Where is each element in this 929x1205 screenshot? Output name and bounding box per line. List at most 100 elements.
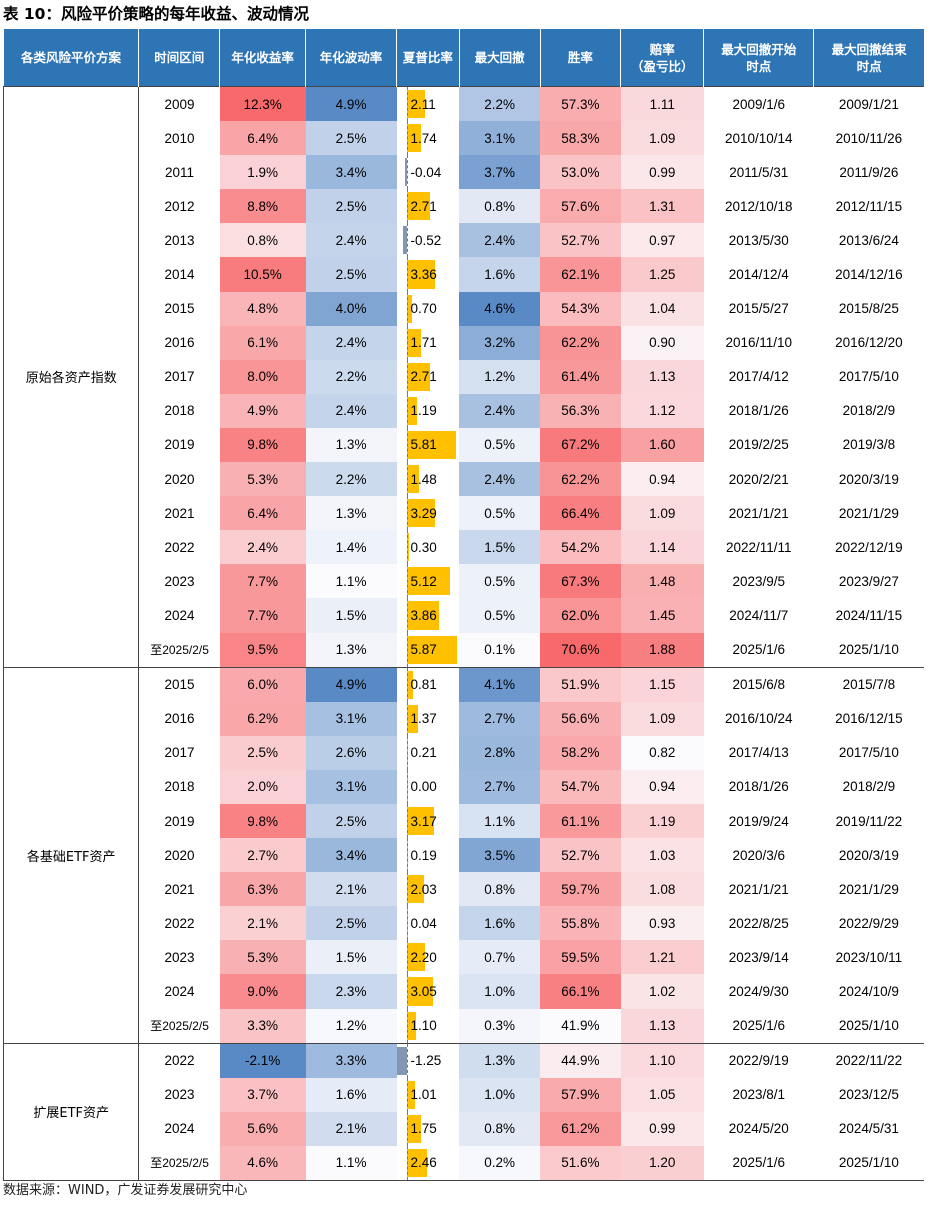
sharpe-cell: 2.20: [397, 940, 460, 975]
annual-volatility-cell: 2.5%: [305, 803, 397, 839]
drawdown-end-cell: 2022/12/19: [835, 539, 903, 555]
annual-volatility-cell: 2.4%: [305, 223, 397, 258]
annual-return-cell: 8.8%: [219, 189, 306, 224]
group-label: 扩展ETF资产: [2, 1042, 140, 1182]
table-title: 表 10：风险平价策略的每年收益、波动情况: [3, 5, 309, 23]
drawdown-end-cell: 2021/1/29: [838, 881, 899, 897]
drawdown-end-cell: 2024/11/15: [835, 607, 903, 623]
annual-return-cell: 6.2%: [219, 701, 306, 736]
drawdown-end-cell: 2017/5/10: [838, 745, 899, 761]
period-cell: 2021: [164, 881, 195, 897]
data-source-note: 数据来源：WIND，广发证券发展研究中心: [3, 1183, 248, 1198]
sharpe-value: 2.71: [410, 369, 437, 385]
period-cell: 2023: [164, 1087, 195, 1103]
annual-volatility-cell: 2.1%: [305, 1111, 397, 1146]
drawdown-end-cell: 2009/1/21: [813, 86, 924, 122]
max-drawdown-cell: 1.3%: [459, 1042, 540, 1078]
max-drawdown-cell: 0.5%: [459, 598, 540, 633]
period-cell: 2022: [138, 1042, 220, 1078]
win-rate-cell: 44.9%: [540, 1042, 621, 1078]
table-row: 2024 7.7% 1.5% 3.86 0.5% 62.0% 1.45 2024/11/7 20…: [4, 598, 925, 633]
drawdown-end-cell: 2024/10/9: [838, 983, 899, 999]
sharpe-axis: [406, 291, 408, 326]
drawdown-start-cell: 2025/1/6: [732, 1018, 786, 1034]
odds-cell: 1.19: [620, 803, 704, 839]
sharpe-cell: 1.01: [397, 1077, 460, 1112]
annual-volatility-cell: 2.3%: [305, 974, 397, 1009]
sharpe-bar: [406, 362, 430, 391]
table-row: 2014 10.5% 2.5% 3.36 1.6% 62.1% 1.25 2014/12/4 2…: [4, 257, 925, 292]
sharpe-bar: [406, 90, 425, 119]
drawdown-end-cell: 2015/7/8: [813, 666, 924, 702]
period-cell: 2024: [164, 1121, 195, 1137]
win-rate-cell: 70.6%: [540, 632, 621, 668]
odds-cell: 1.60: [620, 427, 704, 463]
table-row: 2018 4.9% 2.4% 1.19 2.4% 56.3% 1.12 2018/1/26 20…: [4, 393, 925, 428]
table-row: 2020 2.7% 3.4% 0.19 3.5% 52.7% 1.03 2020/3/6 202…: [4, 838, 925, 873]
odds-cell: 1.25: [620, 257, 704, 292]
sharpe-cell: 0.04: [397, 906, 460, 941]
odds-cell: 0.97: [620, 223, 704, 258]
sharpe-value: 3.17: [410, 813, 437, 829]
period-cell: 2009: [138, 86, 220, 122]
period-cell: 2019: [164, 437, 195, 453]
odds-cell: 1.88: [620, 632, 704, 668]
table-row: 2015 4.8% 4.0% 0.70 4.6% 54.3% 1.04 2015/5/27 20…: [4, 291, 925, 326]
win-rate-cell: 41.9%: [540, 1008, 621, 1044]
table-row: 2019 9.8% 1.3% 5.81 0.5% 67.2% 1.60 2019/2/25 20…: [4, 427, 925, 463]
table-row: 2017 2.5% 2.6% 0.21 2.8% 58.2% 0.82 2017/4/13 20…: [4, 735, 925, 770]
annual-return-cell: 6.4%: [219, 496, 306, 531]
drawdown-start-cell: 2016/10/24: [724, 711, 793, 727]
sharpe-axis: [406, 803, 408, 839]
annual-return-cell: 6.0%: [219, 666, 306, 702]
sharpe-bar: [406, 943, 426, 972]
annual-return-cell: 9.8%: [219, 427, 306, 463]
sharpe-value: 0.21: [410, 745, 437, 761]
header-cell: 最大回撤: [459, 29, 541, 87]
max-drawdown-cell: 1.6%: [459, 257, 540, 292]
annual-return-cell: 5.3%: [219, 940, 306, 975]
sharpe-value: 2.46: [410, 1155, 437, 1171]
odds-cell: 1.04: [620, 291, 704, 326]
table-row: 2021 6.4% 1.3% 3.29 0.5% 66.4% 1.09 2021/1/21 20…: [4, 496, 925, 531]
sharpe-cell: 5.12: [397, 564, 460, 599]
sharpe-cell: -0.52: [397, 223, 460, 258]
annual-volatility-cell: 1.6%: [305, 1077, 397, 1112]
period-cell: 2016: [164, 711, 195, 727]
sharpe-value: 0.81: [410, 677, 437, 693]
win-rate-cell: 67.3%: [540, 564, 621, 599]
sharpe-axis: [406, 325, 408, 360]
sharpe-bar: [406, 1080, 416, 1109]
header-cell: 夏普比率: [396, 29, 460, 87]
sharpe-cell: 1.19: [397, 393, 460, 428]
table-row: 至2025/2/5 9.5% 1.3% 5.87 0.1% 70.6% 1.88 2025/1…: [4, 632, 925, 668]
odds-cell: 0.94: [620, 769, 704, 804]
sharpe-axis: [406, 393, 408, 428]
max-drawdown-cell: 0.5%: [459, 564, 540, 599]
sharpe-bar: [406, 704, 419, 733]
period-cell: 至2025/2/5: [150, 1019, 209, 1034]
sharpe-value: 0.30: [410, 539, 437, 555]
table-row: 2024 5.6% 2.1% 1.75 0.8% 61.2% 0.99 2024/5/20 20…: [4, 1111, 925, 1146]
sharpe-axis: [406, 359, 408, 394]
sharpe-cell: 3.36: [397, 257, 460, 292]
table-row: 2023 5.3% 1.5% 2.20 0.7% 59.5% 1.21 2023/9/14 20…: [4, 940, 925, 975]
drawdown-start-cell: 2014/12/4: [728, 267, 789, 283]
odds-cell: 1.31: [620, 189, 704, 224]
period-cell: 2024: [164, 607, 195, 623]
sharpe-cell: 5.81: [397, 427, 460, 463]
annual-volatility-cell: 2.5%: [305, 121, 397, 156]
annual-volatility-cell: 2.1%: [305, 872, 397, 907]
sharpe-cell: 3.86: [397, 598, 460, 633]
sharpe-cell: 0.70: [397, 291, 460, 326]
period-cell: 2015: [164, 301, 195, 317]
sharpe-value: -0.04: [410, 164, 442, 180]
annual-volatility-cell: 3.1%: [305, 769, 397, 804]
period-cell: 2019: [164, 813, 195, 829]
drawdown-end-cell: 2023/10/11: [835, 949, 903, 965]
period-cell: 2017: [164, 369, 195, 385]
max-drawdown-cell: 1.6%: [459, 906, 540, 941]
annual-volatility-cell: 3.4%: [305, 155, 397, 190]
annual-return-cell: 10.5%: [219, 257, 306, 292]
annual-volatility-cell: 1.2%: [305, 1008, 397, 1044]
